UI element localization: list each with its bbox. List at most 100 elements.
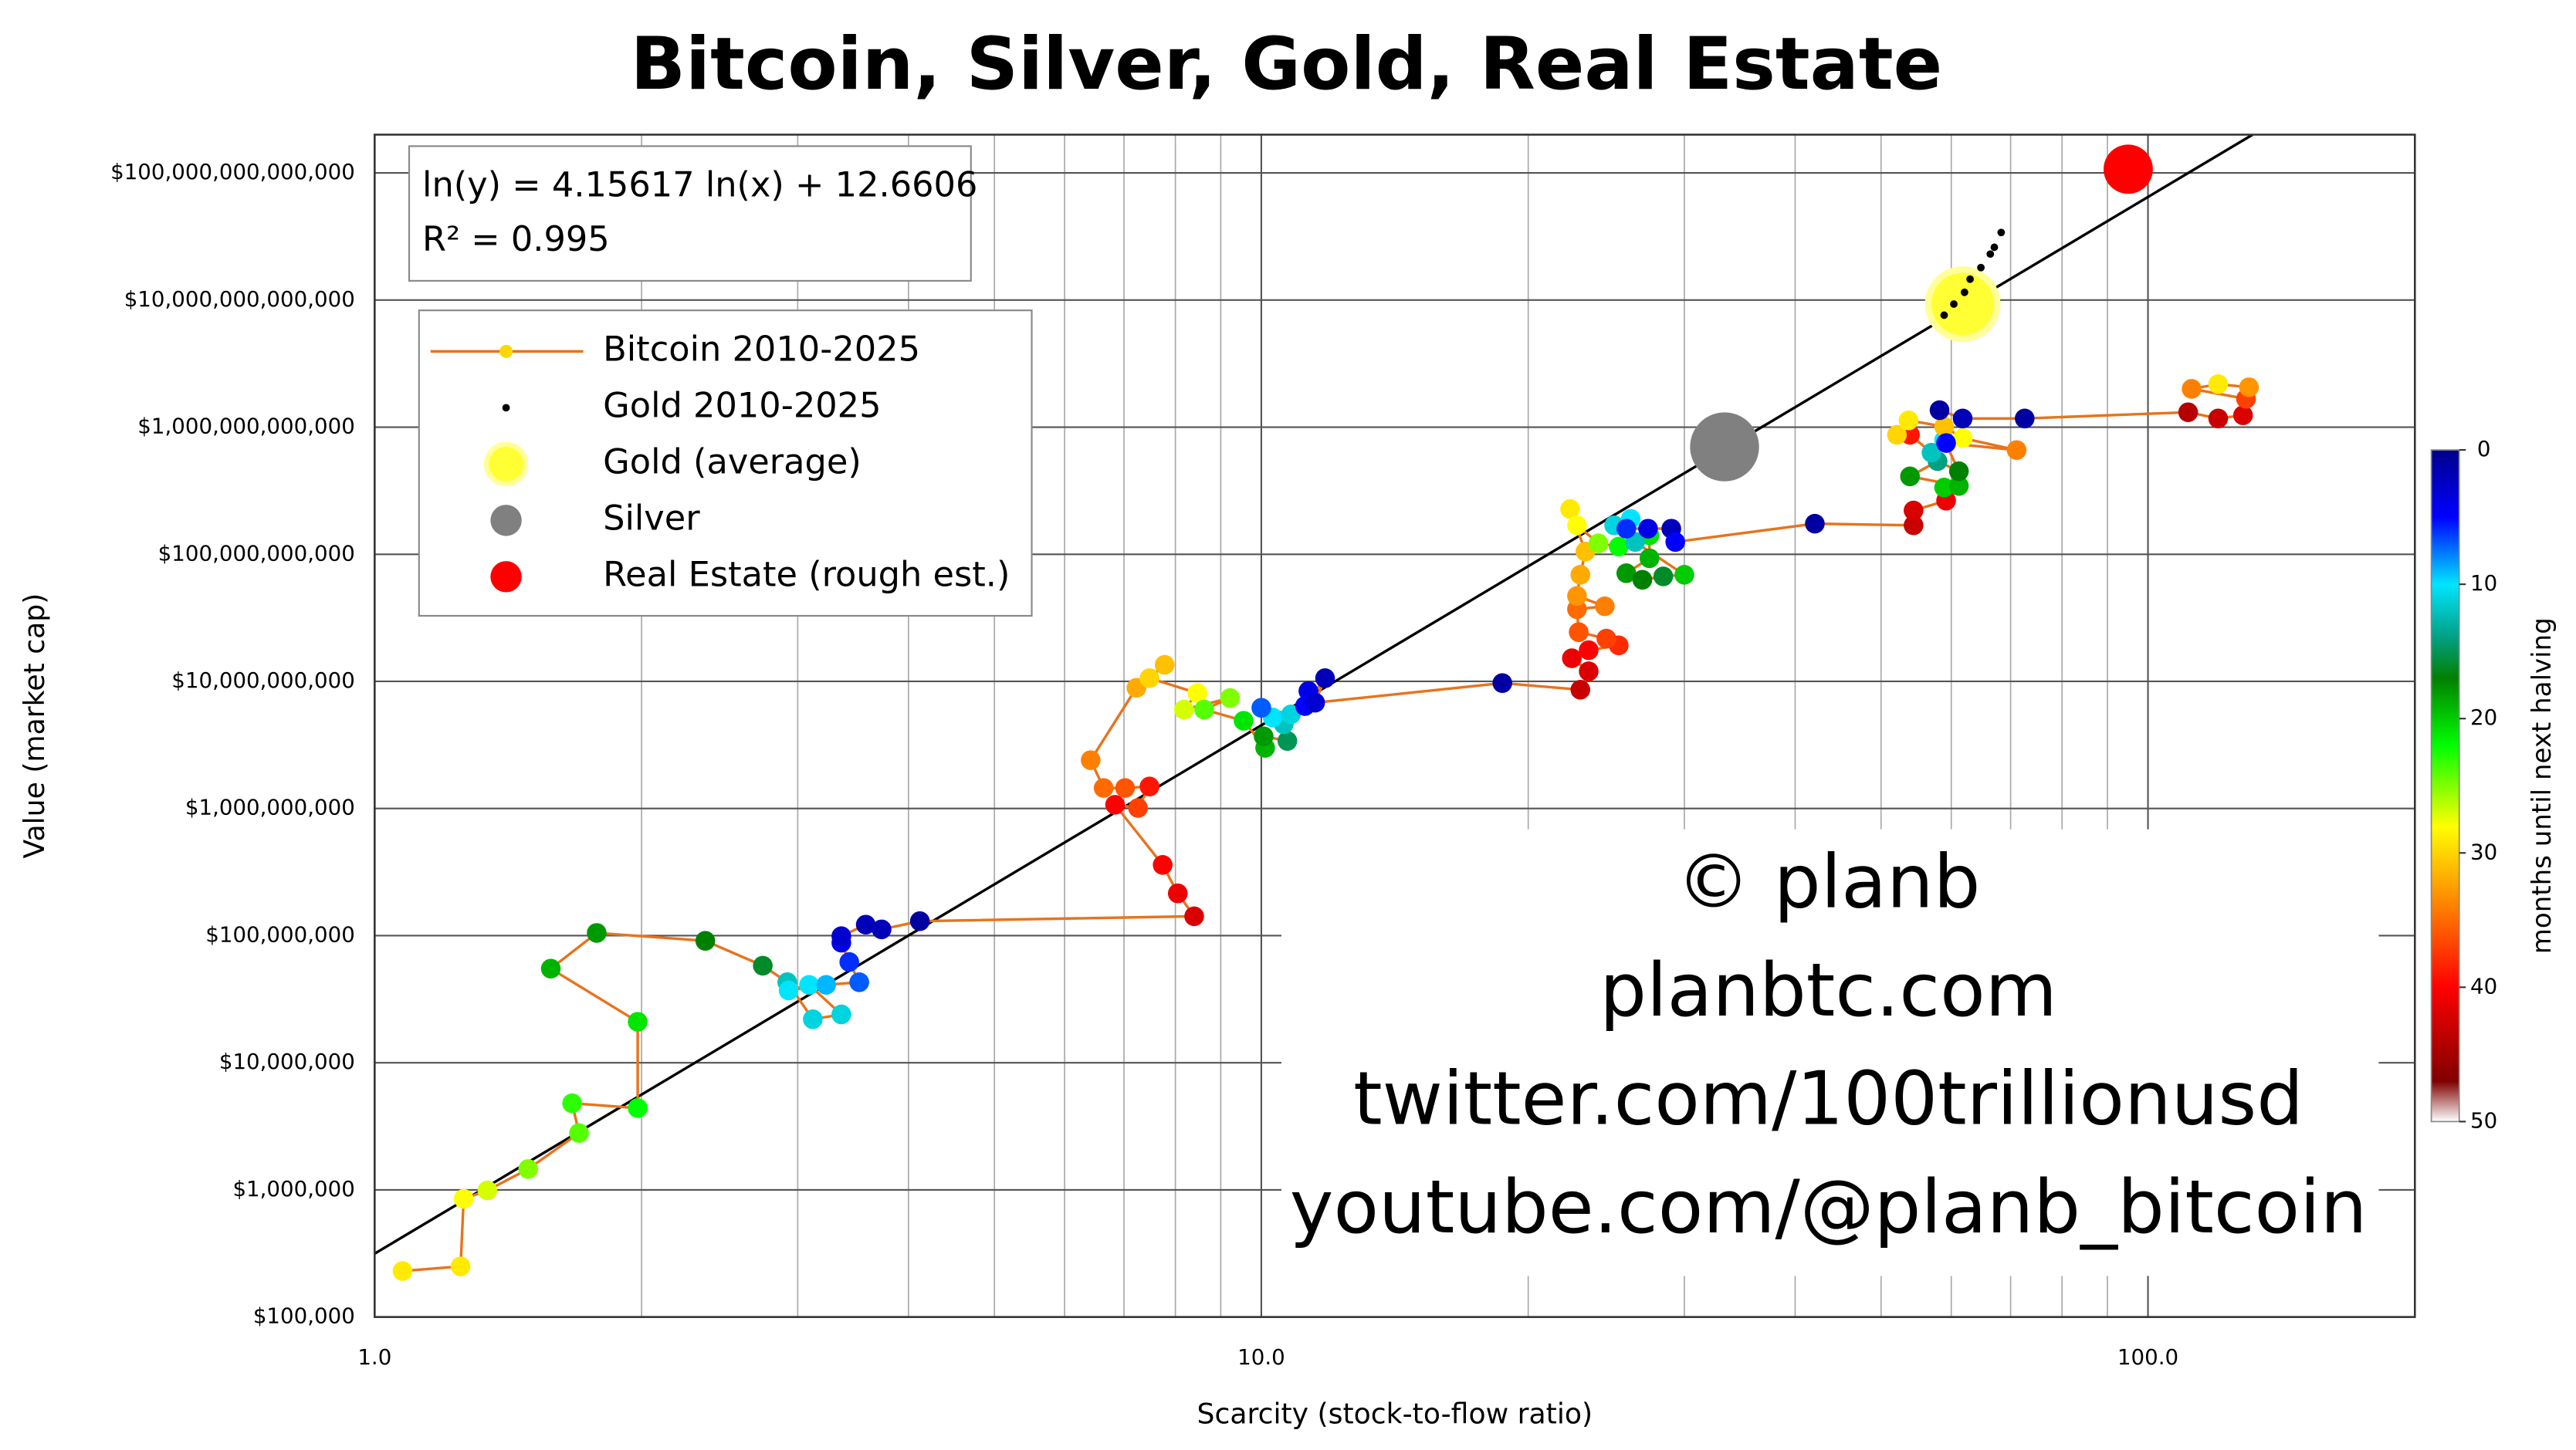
data-point: [1948, 475, 1969, 496]
data-point: [1595, 596, 1615, 617]
legend-marker: [490, 561, 522, 593]
data-point: [1220, 688, 1241, 708]
colorbar-tick-label: 40: [2470, 973, 2497, 999]
series-line: [402, 383, 2249, 1273]
data-point: [628, 1098, 648, 1118]
x-tick-label: 100.0: [2117, 1344, 2178, 1370]
data-point: [1139, 776, 1159, 796]
data-point: [628, 1012, 648, 1032]
data-point: [450, 1256, 471, 1276]
y-tick-label: $100,000,000,000: [158, 540, 355, 566]
data-point: [2104, 144, 2153, 194]
data-point: [872, 919, 892, 940]
data-point: [1184, 906, 1204, 927]
watermark-text: twitter.com/100trillionusd: [1353, 1055, 2304, 1141]
legend-label: Real Estate (rough est.): [603, 554, 1010, 594]
data-point: [1904, 515, 1924, 536]
watermark-box: [1281, 829, 2379, 1276]
data-point: [1986, 250, 1995, 259]
data-point: [1081, 750, 1101, 770]
data-point: [1997, 228, 2006, 237]
legend-label: Gold (average): [603, 441, 861, 482]
colorbar: [2430, 449, 2460, 1123]
data-point: [839, 951, 859, 972]
data-point: [1632, 570, 1653, 590]
data-point: [1609, 536, 1629, 557]
data-point: [1948, 461, 1969, 482]
data-point: [392, 1261, 413, 1281]
data-point: [518, 1159, 539, 1179]
legend-label: Bitcoin 2010-2025: [603, 329, 920, 369]
data-point: [1952, 408, 1973, 429]
data-point: [1567, 586, 1587, 607]
data-point: [1898, 411, 1919, 431]
data-point: [849, 972, 869, 992]
y-tick-label: $100,000: [253, 1303, 355, 1329]
y-tick-label: $10,000,000,000: [171, 668, 355, 693]
data-point: [831, 1004, 851, 1025]
legend-box: [418, 309, 1033, 617]
data-point: [1639, 548, 1660, 569]
data-point: [1960, 288, 1968, 296]
data-point: [1139, 668, 1159, 688]
data-point: [2208, 408, 2229, 429]
data-point: [1251, 698, 1271, 718]
data-point: [1315, 668, 1335, 688]
data-point: [1194, 699, 1214, 720]
y-tick-label: $1,000,000: [232, 1176, 354, 1202]
equation-box: [408, 145, 972, 282]
data-point: [909, 911, 930, 931]
data-point: [1924, 266, 2001, 342]
r-squared-text: R² = 0.995: [422, 219, 610, 259]
colorbar-tick-label: 50: [2470, 1107, 2497, 1133]
data-point: [778, 980, 799, 1001]
data-point: [2239, 377, 2260, 397]
data-point: [1579, 661, 1599, 681]
watermark-text: © planb: [1677, 838, 1981, 924]
colorbar-label: months until next halving: [2527, 617, 2557, 954]
data-point: [799, 975, 819, 995]
data-point: [2182, 379, 2202, 399]
data-point: [1167, 883, 1188, 904]
data-point: [1929, 400, 1950, 421]
x-axis-label: Scarcity (stock-to-flow ratio): [1197, 1397, 1593, 1430]
data-point: [1977, 263, 1985, 272]
data-point: [695, 931, 716, 951]
colorbar-tick-label: 0: [2477, 436, 2491, 461]
data-point: [1904, 500, 1924, 521]
data-point: [803, 1009, 823, 1029]
data-point: [1492, 673, 1512, 693]
plot-area: [374, 134, 2260, 1281]
data-point: [1570, 680, 1591, 700]
data-point: [1305, 692, 1325, 713]
plot-frame: [374, 134, 2416, 1318]
data-point: [540, 958, 561, 978]
data-point: [1153, 855, 1173, 875]
y-tick-label: $100,000,000: [205, 921, 355, 947]
watermark-text: youtube.com/@planb_bitcoin: [1290, 1164, 2368, 1250]
data-point: [1940, 311, 1948, 319]
data-point: [2208, 374, 2229, 394]
data-point: [1952, 428, 1973, 448]
data-point: [1562, 648, 1582, 668]
data-point: [569, 1123, 589, 1144]
data-point: [453, 1188, 474, 1209]
y-tick-label: $10,000,000: [219, 1049, 355, 1074]
legend-marker: [483, 441, 529, 487]
y-axis-label: Value (market cap): [18, 593, 51, 859]
data-point: [1154, 654, 1175, 675]
data-point: [1665, 532, 1685, 553]
data-point: [1616, 519, 1637, 539]
data-point: [1887, 424, 1907, 445]
legend-marker: [490, 505, 522, 536]
data-point: [1674, 565, 1694, 585]
data-point: [1115, 778, 1136, 798]
equation-text: ln(y) = 4.15617 ln(x) + 12.6606: [422, 165, 977, 205]
y-tick-label: $100,000,000,000,000: [110, 159, 355, 184]
colorbar-tick-label: 20: [2470, 705, 2497, 730]
x-tick-label: 1.0: [357, 1344, 391, 1370]
data-point: [1638, 519, 1658, 539]
data-point: [1936, 433, 1956, 453]
data-point: [477, 1180, 498, 1201]
